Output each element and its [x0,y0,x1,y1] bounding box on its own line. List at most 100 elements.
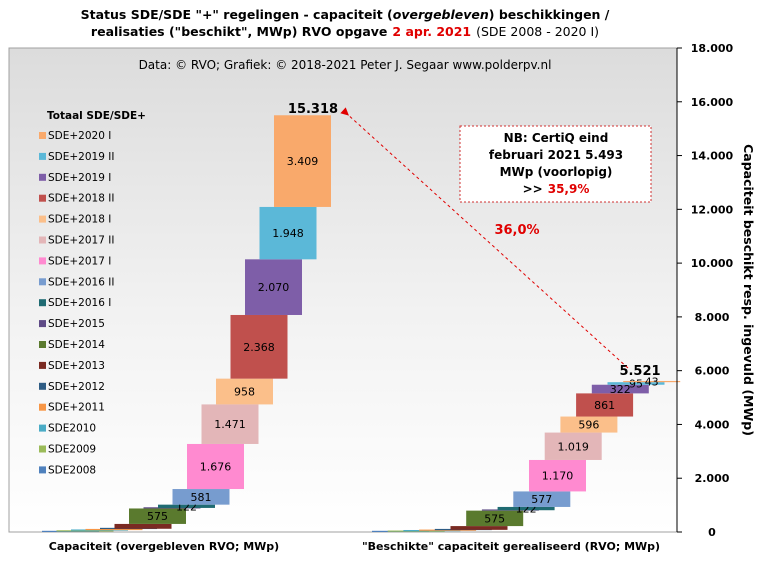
legend-item-label: SDE+2017 II [48,235,114,247]
y-axis: 0 2.000 4.000 6.000 8.000 10.000 12.000 14.000 1… [677,42,734,539]
legend-item-label: SDE+2016 II [48,276,114,288]
legend-swatch [39,132,46,139]
bar-segment [497,506,555,511]
legend-item-label: SDE+2018 I [48,214,111,226]
chart-title-line1: Status SDE/SDE "+" regelingen - capacite… [81,7,610,22]
legend-swatch [39,173,46,181]
legend-swatch [39,299,46,307]
bar-segment [230,314,288,379]
legend-item-label: SDE2010 [48,423,96,435]
y-tick-label: 6.000 [695,365,730,378]
y-tick-label: 16.000 [691,96,734,109]
legend-item-label: SDE+2020 I [48,130,111,142]
bar-value-label: 1.170 [542,470,574,483]
bar-segment [245,259,302,315]
legend-swatch [39,424,46,432]
bar-value-label: 2.070 [258,281,290,294]
bar-value-label: 575 [147,510,168,523]
legend-item-label: SDE+2019 I [48,172,111,184]
bar-value-label: 596 [578,419,599,432]
y-tick-label: 12.000 [691,203,734,216]
bar-segment [216,378,273,405]
bar-segment [158,504,215,508]
bar-segment [114,523,172,529]
bar-segment [529,459,586,492]
note-line3: MWp (voorlopig) [500,165,613,179]
bar-segment [513,491,571,507]
y-tick-label: 18.000 [691,42,734,55]
legend-swatch [39,236,46,244]
legend-swatch [39,257,46,265]
arrow-percentage: 36,0% [494,223,539,238]
legend-item-label: SDE+2014 [48,339,105,351]
bar-segment [56,530,114,532]
legend-item-label: SDE+2018 II [48,193,114,205]
bar-value-label: 3.409 [287,155,319,168]
note-line4: >> 35,9% [523,182,590,196]
legend-item-label: SDE2008 [48,464,96,476]
bar-segment [607,382,665,385]
bar-value-label: 575 [484,512,505,525]
legend-item-label: SDE+2013 [48,360,105,372]
bar-value-label: 1.948 [272,227,304,240]
note-box [459,125,652,203]
legend-title: Totaal SDE/SDE+ [47,110,146,122]
y-axis-label: Capaciteit beschikt resp. ingevuld (MWp) [741,144,756,436]
legend-swatch [39,445,46,453]
y-tick-label: 2.000 [695,472,730,485]
bar-segment [544,432,602,460]
bar-segment [259,206,317,260]
legend-swatch [39,152,46,160]
bar-segment [129,508,186,524]
y-tick-label: 0 [708,526,716,539]
legend-item-label: SDE+2016 I [48,297,111,309]
bar-segment [419,529,477,531]
chart-title-line2: realisaties ("beschikt", MWp) RVO opgave… [91,24,599,39]
bar-value-label: 861 [594,399,615,412]
x-category-label-capacity: Capaciteit (overgebleven RVO; MWp) [49,540,279,553]
bar-value-label: 577 [531,493,552,506]
legend-item-label: SDE+2017 I [48,255,111,267]
x-category-label-realised: "Beschikte" capaciteit gerealiseerd (RVO… [362,540,660,553]
bars: 5751225811.6761.4719582.3682.0701.9483.4… [42,115,681,532]
source-credit: Data: © RVO; Grafiek: © 2018-2021 Peter … [139,58,552,72]
y-tick-label: 4.000 [695,418,730,431]
legend: SDE+2020 I SDE+2019 II SDE+2019 I SDE+2018 … [39,130,114,476]
legend-swatch [39,382,46,390]
bar-segment [450,526,508,530]
legend-item-label: SDE+2011 [48,402,105,414]
y-tick-label: 8.000 [695,311,730,324]
legend-swatch [39,215,46,223]
note-line1: NB: CertiQ eind [504,131,609,145]
note-line2: februari 2021 5.493 [489,148,623,162]
bar-value-label: 581 [191,491,212,504]
bar-segment [201,404,259,444]
legend-item-label: SDE+2015 [48,318,105,330]
legend-swatch [39,194,46,202]
bar-segment [576,393,634,417]
y-tick-label: 10.000 [691,257,734,270]
total-label-realised: 5.521 [619,364,660,379]
legend-item-label: SDE+2019 II [48,151,114,163]
legend-swatch [39,278,46,286]
bar-segment [172,489,230,505]
bar-segment [560,416,618,433]
bar-value-label: 95 [629,377,643,390]
bar-value-label: 1.019 [557,440,589,453]
bar-value-label: 1.676 [200,460,232,473]
bar-segment [187,443,244,490]
bar-segment [623,380,681,383]
total-label-capacity: 15.318 [288,102,338,117]
bar-value-label: 322 [610,383,631,396]
legend-swatch [39,320,46,328]
bar-segment [591,384,649,394]
bar-value-label: 43 [645,376,659,389]
legend-swatch [39,361,46,369]
legend-item-label: SDE+2012 [48,381,105,393]
legend-swatch [39,403,46,411]
bar-value-label: 958 [234,386,255,399]
legend-swatch [39,466,46,474]
bar-segment [466,510,524,527]
